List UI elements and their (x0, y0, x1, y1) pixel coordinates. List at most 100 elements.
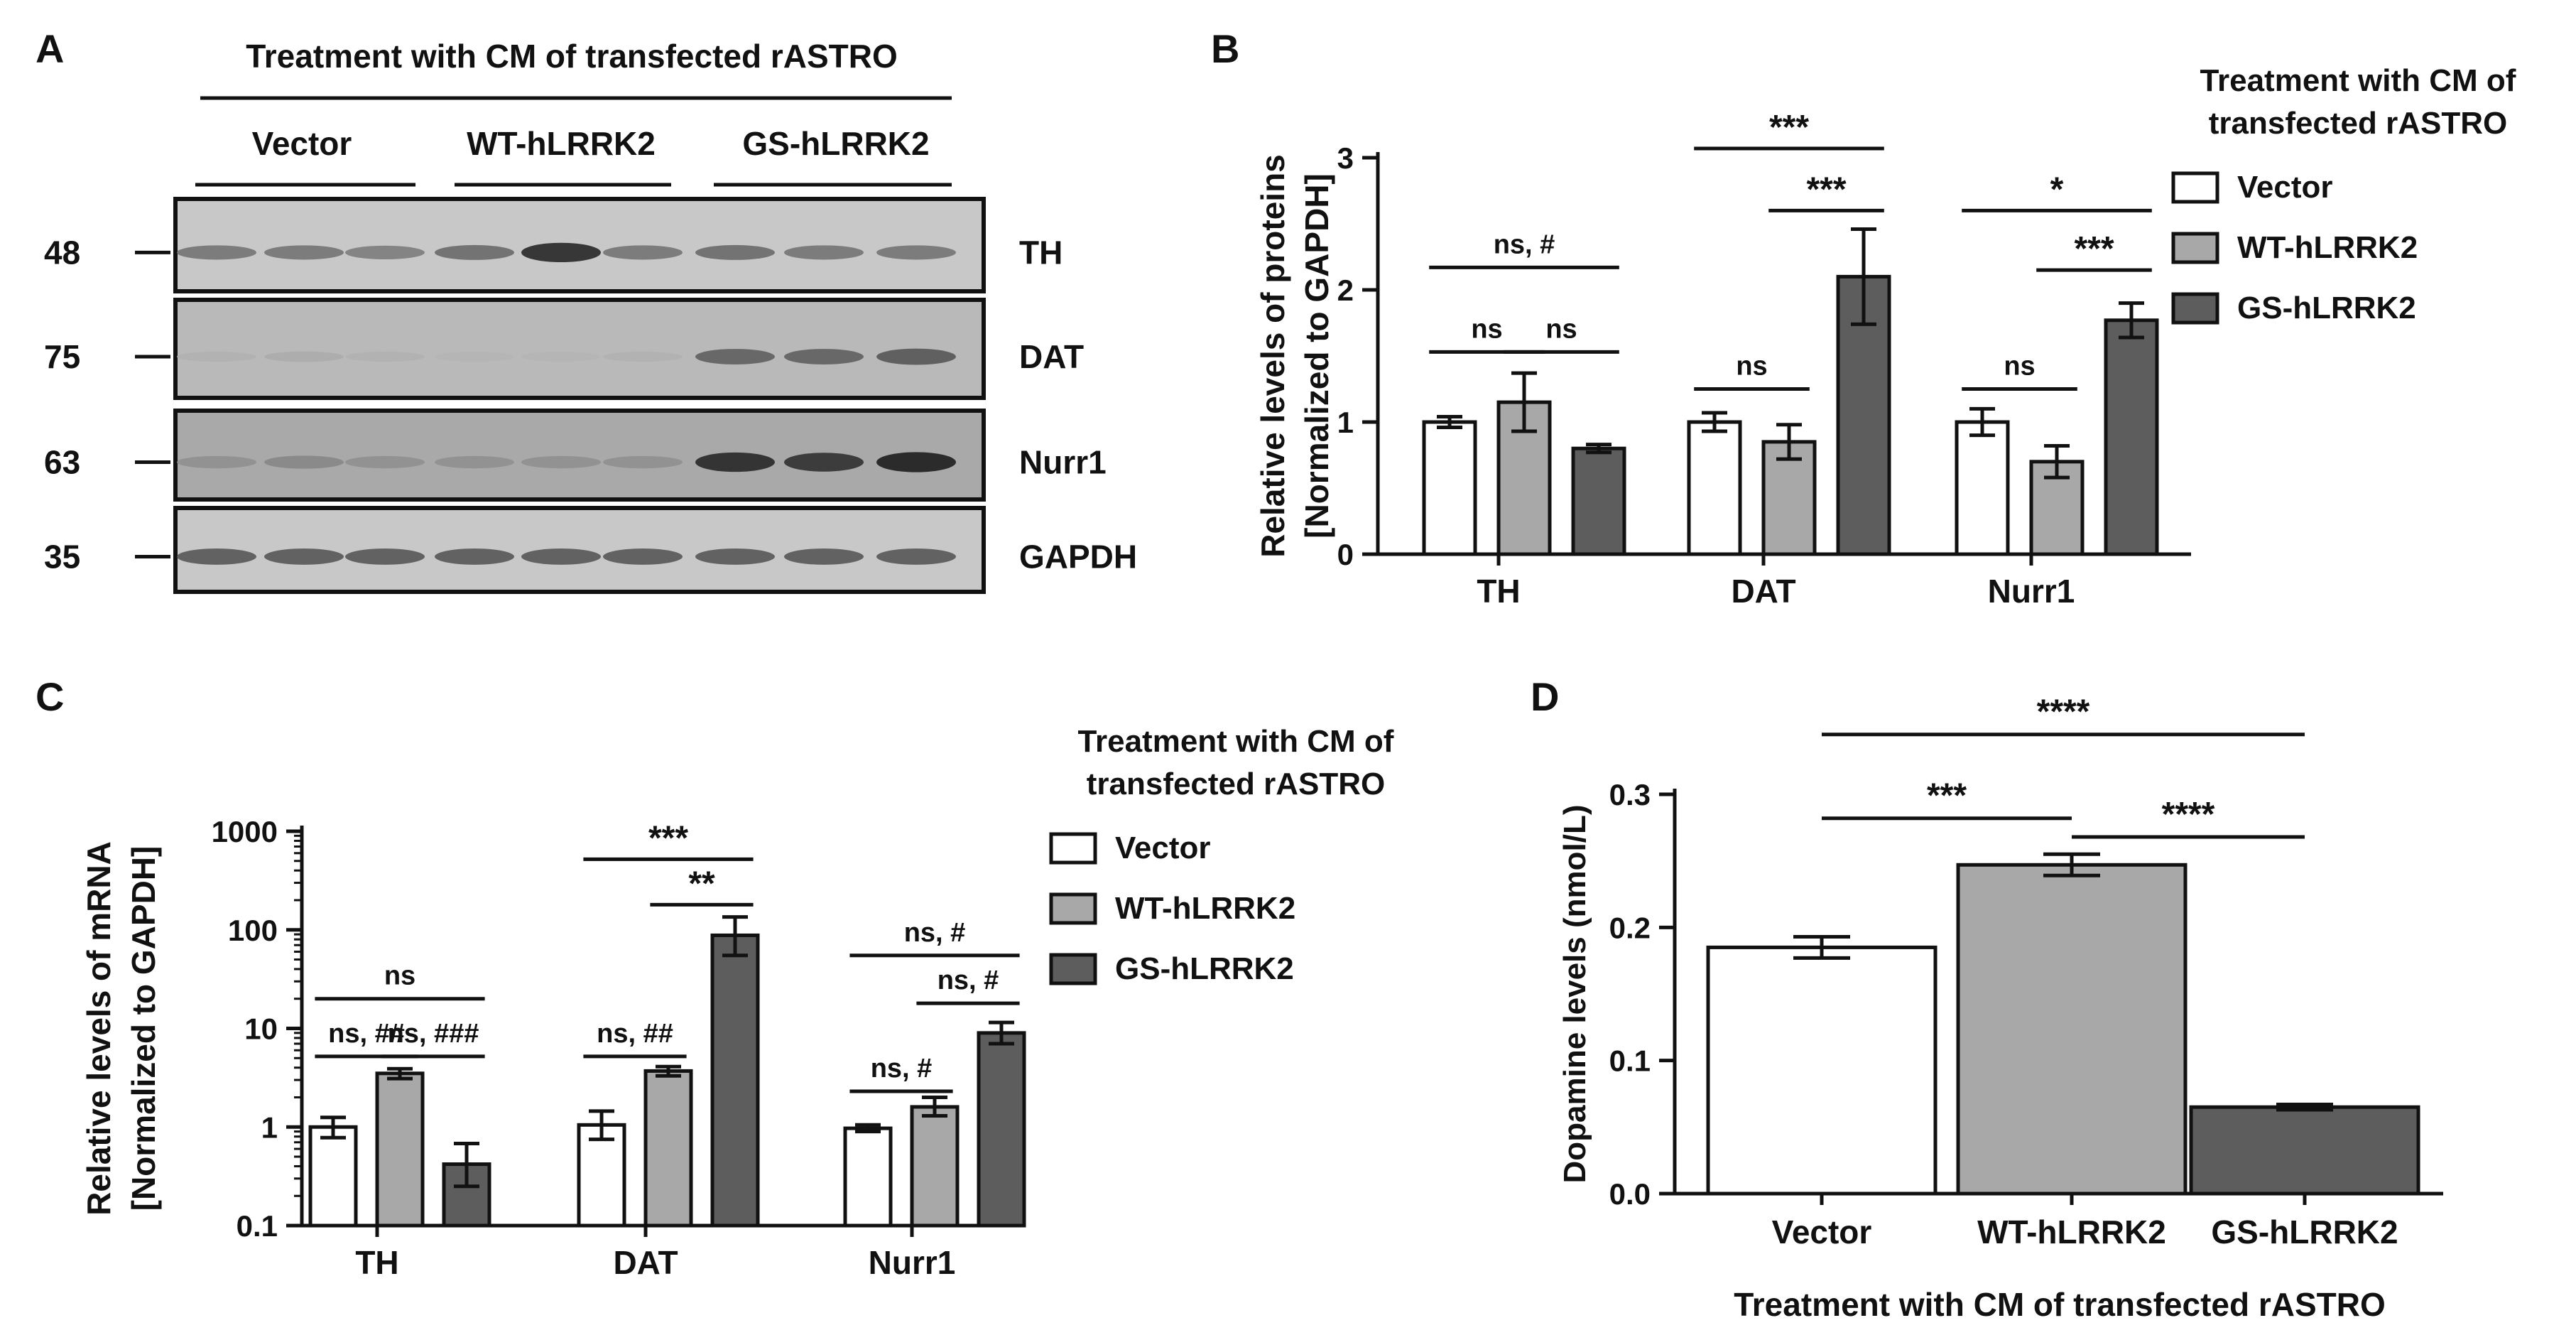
blot-mw-label: 35 (44, 538, 80, 575)
blot-band (876, 348, 956, 365)
legend-label: GS-hLRRK2 (2237, 291, 2416, 325)
blot-band (177, 245, 256, 260)
blot-rows: TH 48 DAT 75 Nurr1 63 GAPDH 35 (44, 197, 1137, 594)
y-tick-label: 0.3 (1609, 778, 1651, 811)
blot-band (521, 548, 601, 565)
blot-group-labels: Vector WT-hLRRK2 GS-hLRRK2 (195, 125, 952, 187)
x-category-label: Vector (1772, 1214, 1872, 1250)
blot-band (264, 245, 344, 260)
blot-band (876, 548, 956, 565)
bar (710, 933, 760, 1228)
blot-band (264, 548, 344, 565)
blot-band (177, 455, 256, 469)
bar (308, 1125, 358, 1228)
bar (977, 1031, 1026, 1228)
blot-protein-label: Nurr1 (1019, 444, 1107, 481)
x-axis-label: Treatment with CM of transfected rASTRO (1734, 1286, 2386, 1323)
significance-label: ns (2004, 352, 2035, 382)
blot-band (435, 244, 514, 260)
blot-band (345, 351, 425, 362)
blot-band (264, 455, 344, 469)
legend-label: Vector (1115, 831, 1211, 865)
y-tick-label: 3 (1337, 141, 1354, 175)
blot-panel-nurr1 (173, 409, 986, 502)
legend-swatch (2171, 171, 2219, 204)
panel-b-protein-chart: B 0 1 2 3 Relative levels of proteins [Normal… (1211, 26, 2516, 610)
y-tick-label: 10 (244, 1012, 278, 1046)
x-category-label: TH (355, 1244, 398, 1281)
blot-band (784, 548, 864, 565)
panel-b-letter: B (1211, 26, 1239, 71)
blot-band (695, 548, 775, 565)
blot-band (603, 245, 683, 260)
significance-label: *** (2074, 230, 2114, 268)
y-tick-label: 0.2 (1609, 911, 1651, 944)
significance-label: *** (1769, 109, 1809, 146)
bar (1422, 420, 1477, 556)
x-category-label: Nurr1 (1988, 573, 2075, 610)
panel-d-dopamine-chart: D 0.0 0.1 0.2 0.3 Dopamine levels (nmol/L) Tr… (1531, 674, 2443, 1323)
legend-label: GS-hLRRK2 (1115, 951, 1294, 986)
bar (643, 1069, 693, 1228)
blot-band (345, 548, 425, 565)
x-category-label: WT-hLRRK2 (1977, 1214, 2166, 1250)
significance-label: ns (1471, 314, 1502, 344)
y-tick-label: 1000 (212, 815, 278, 848)
y-tick-label: 0.0 (1609, 1177, 1651, 1211)
blot-band (435, 455, 514, 469)
significance-label: ns, ### (388, 1019, 479, 1049)
blot-mw-label: 75 (44, 338, 80, 375)
legend-label: WT-hLRRK2 (1115, 891, 1295, 926)
bar (843, 1126, 893, 1228)
significance-label: **** (2037, 693, 2090, 731)
significance-label: ns, ## (328, 1019, 405, 1049)
panel-c-mrna-chart: C 0.1 1 10 100 1000 Relative levels of mRNA [N… (36, 674, 1394, 1281)
legend-swatch (1049, 953, 1097, 985)
panel-d-letter: D (1531, 674, 1559, 719)
chart-b: 0 1 2 3 Relative levels of proteins [Normaliz… (1254, 109, 2191, 610)
bar (442, 1162, 491, 1228)
panel-a-letter: A (36, 26, 64, 71)
blot-group-label-gs: GS-hLRRK2 (742, 125, 929, 162)
blot-band (876, 245, 956, 260)
blot-mw-label: 48 (44, 234, 80, 271)
blot-protein-label: TH (1019, 234, 1063, 271)
blot-protein-label: GAPDH (1019, 538, 1137, 575)
significance-label: *** (648, 819, 688, 857)
chart-d: 0.0 0.1 0.2 0.3 Dopamine levels (nmol/L) Trea… (1558, 693, 2443, 1323)
legend-swatch (2171, 232, 2219, 264)
significance-label: * (2050, 171, 2064, 208)
bar (1687, 420, 1742, 556)
x-category-label: TH (1477, 573, 1520, 610)
panel-c-letter: C (36, 674, 64, 719)
legend-swatch (1049, 832, 1097, 865)
x-category-label: Nurr1 (869, 1244, 956, 1281)
legend-title-line1: Treatment with CM of (2200, 63, 2516, 98)
blot-band (177, 548, 256, 565)
blot-band (784, 349, 864, 364)
blot-band (603, 351, 683, 362)
significance-label: *** (1927, 777, 1967, 815)
blot-band (521, 455, 601, 469)
significance-label: ns (384, 961, 415, 991)
legend-title-line2: transfected rASTRO (2209, 106, 2508, 141)
y-tick-label: 2 (1337, 274, 1354, 307)
blot-band (695, 244, 775, 260)
bar (1571, 446, 1626, 556)
y-axis-label-line2: [Normalized to GAPDH] (1298, 173, 1335, 539)
y-axis-label-line1: Relative levels of proteins (1254, 154, 1291, 558)
blot-band (177, 351, 256, 362)
blot-group-label-vector: Vector (252, 125, 352, 162)
blot-band (784, 245, 864, 260)
blot-band (603, 548, 683, 565)
significance-label: ns (1736, 352, 1767, 382)
y-tick-label: 0.1 (237, 1209, 278, 1243)
blot-band (695, 349, 775, 364)
significance-label: ns (1545, 314, 1577, 344)
y-tick-label: 1 (261, 1110, 278, 1144)
legend-title-line2: transfected rASTRO (1087, 767, 1386, 801)
blot-band (345, 245, 425, 259)
blot-band (876, 452, 956, 472)
significance-label: ns, # (1494, 229, 1555, 259)
significance-label: **** (2162, 796, 2215, 833)
